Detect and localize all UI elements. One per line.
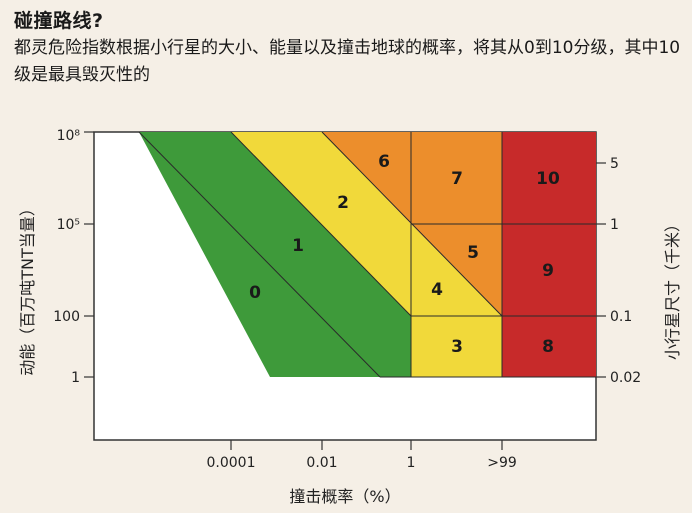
- left-y-tick-label: 1: [71, 370, 80, 386]
- chart-description: 都灵危险指数根据小行星的大小、能量以及撞击地球的概率，将其从0到10分级，其中1…: [14, 38, 681, 85]
- region-label-3: 3: [451, 337, 463, 357]
- x-tick-label: 0.0001: [207, 455, 256, 471]
- region-3: [411, 316, 502, 377]
- x-tick-label: >99: [487, 455, 517, 471]
- left-y-tick-label: 10⁵: [57, 217, 80, 233]
- region-borders: [138, 131, 596, 378]
- region-label-10: 10: [536, 169, 560, 189]
- left-y-axis-title: 动能（百万吨TNT当量）: [18, 200, 37, 376]
- region-label-9: 9: [542, 261, 554, 281]
- x-tick-label: 0.01: [306, 455, 337, 471]
- left-y-ticks: [84, 131, 94, 378]
- right-y-axis-title: 小行星尺寸（千米）: [663, 216, 682, 360]
- region-label-1: 1: [292, 236, 304, 256]
- region-9: [502, 224, 596, 316]
- region-label-5: 5: [467, 243, 479, 263]
- region-label-8: 8: [542, 337, 554, 357]
- left-y-tick-label: 10⁸: [57, 128, 81, 144]
- region-label-2: 2: [337, 193, 349, 213]
- region-label-0: 0: [249, 283, 261, 303]
- region-10: [502, 132, 596, 224]
- region-label-4: 4: [431, 280, 443, 300]
- right-y-tick-label: 0.02: [610, 370, 641, 386]
- region-7: [411, 132, 502, 224]
- x-axis-title: 撞击概率（%）: [289, 487, 400, 506]
- right-y-tick-label: 5: [610, 156, 619, 172]
- chart-title: 碰撞路线?: [14, 10, 104, 32]
- x-tick-label: 1: [407, 455, 416, 471]
- region-label-6: 6: [378, 152, 390, 172]
- right-y-tick-label: 1: [610, 217, 619, 233]
- region-1: [139, 132, 411, 377]
- right-y-ticks: [596, 162, 606, 378]
- left-y-tick-label: 100: [53, 309, 80, 325]
- right-y-tick-label: 0.1: [610, 309, 632, 325]
- region-8: [502, 316, 596, 377]
- region-label-7: 7: [451, 169, 463, 189]
- x-ticks: [230, 440, 503, 450]
